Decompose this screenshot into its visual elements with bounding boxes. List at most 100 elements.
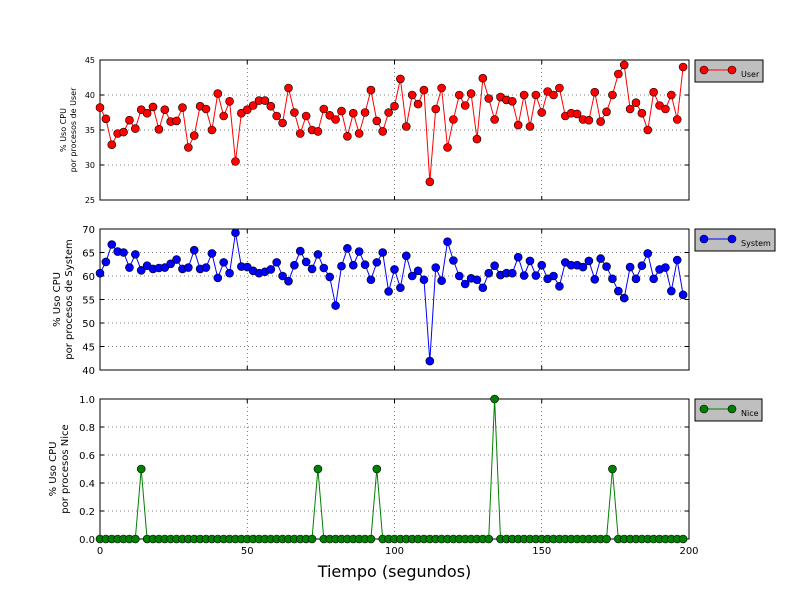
legend-marker: [699, 65, 709, 75]
data-point: [614, 69, 623, 79]
data-point: [678, 534, 688, 544]
data-point: [125, 115, 134, 125]
y-tick-label: 0.4: [79, 479, 95, 490]
y-axis-label: % Uso CPU: [59, 108, 68, 152]
data-point: [160, 105, 170, 114]
data-point: [431, 263, 441, 272]
data-point: [537, 260, 547, 270]
data-point: [131, 124, 140, 133]
data-point: [337, 261, 346, 271]
data-point: [678, 62, 688, 72]
data-point: [578, 262, 588, 272]
data-point: [596, 117, 605, 126]
data-point: [490, 115, 499, 124]
data-point: [460, 279, 470, 289]
data-point: [325, 272, 335, 282]
data-point: [596, 254, 605, 263]
data-point: [325, 111, 335, 120]
y-tick-label: 0.0: [79, 535, 95, 546]
data-point: [372, 258, 382, 267]
legend: System: [694, 228, 776, 252]
data-point: [101, 114, 111, 124]
data-point: [584, 115, 594, 125]
data-point: [295, 246, 305, 256]
data-point: [472, 134, 482, 144]
data-point: [219, 111, 228, 121]
data-point: [213, 273, 223, 283]
subplot-nice: 0.0 0.2 0.4 0.6 0.8 1.0 0 50 100 150 200 Tiempo (se…: [48, 394, 763, 581]
data-point: [319, 104, 329, 114]
data-point: [313, 464, 323, 474]
data-point: [513, 252, 523, 262]
data-point: [348, 260, 358, 270]
data-point: [378, 248, 388, 257]
data-point: [643, 125, 653, 135]
data-point: [184, 143, 193, 152]
data-point: [207, 125, 217, 135]
data-point: [201, 263, 211, 272]
data-point: [372, 464, 382, 474]
data-point: [478, 73, 488, 83]
y-axis-label: % Uso CPU: [52, 272, 63, 327]
y-tick-label: 1.0: [79, 395, 95, 406]
y-tick-label: 30: [85, 161, 95, 170]
data-point: [284, 83, 293, 93]
data-point: [148, 102, 158, 112]
data-point: [401, 122, 411, 131]
data-point: [555, 282, 564, 291]
data-point: [290, 108, 299, 117]
data-point: [472, 275, 482, 285]
data-point: [425, 356, 435, 366]
x-tick-label: 50: [241, 546, 254, 557]
data-point: [667, 90, 676, 100]
data-point: [248, 101, 258, 110]
y-axis-label: por procesos de System: [64, 239, 75, 359]
data-point: [119, 248, 128, 257]
legend-marker: [727, 404, 737, 414]
data-point: [260, 96, 270, 105]
x-tick-label: 200: [679, 546, 698, 557]
data-point: [307, 264, 317, 274]
data-point: [401, 251, 411, 261]
data-point: [602, 534, 611, 544]
data-point: [331, 301, 340, 310]
data-point: [131, 534, 140, 544]
data-point: [354, 247, 364, 256]
data-point: [643, 249, 653, 258]
data-point: [119, 127, 128, 137]
subplot-user: 25 30 35 40 45 % Uso CPU por procesos de User U…: [59, 56, 764, 205]
data-point: [307, 534, 317, 544]
y-tick-label: 60: [82, 272, 95, 283]
data-point: [278, 118, 287, 128]
data-point: [525, 256, 535, 266]
y-tick-label: 70: [82, 225, 95, 236]
data-point: [454, 271, 464, 281]
data-point: [443, 143, 452, 152]
data-point: [184, 263, 193, 272]
data-point: [107, 240, 117, 249]
legend-label: Nice: [741, 409, 759, 418]
data-point: [366, 534, 376, 544]
data-point: [425, 177, 435, 187]
legend-marker: [727, 65, 737, 75]
data-point: [354, 129, 364, 138]
data-point: [396, 74, 405, 84]
legend-label: System: [741, 239, 771, 248]
x-tick-label: 150: [532, 546, 551, 557]
data-point: [272, 111, 282, 121]
data-point: [449, 256, 458, 265]
y-axis-label: % Uso CPU: [48, 442, 59, 497]
y-tick-label: 40: [82, 366, 95, 377]
data-point: [431, 104, 441, 114]
y-tick-label: 40: [85, 91, 95, 100]
legend-label: User: [741, 70, 760, 79]
data-point: [107, 140, 117, 149]
series-line-user: [99, 63, 684, 182]
data-point: [619, 60, 629, 70]
data-point: [95, 103, 105, 112]
legend: User: [694, 59, 764, 83]
data-point: [413, 266, 423, 276]
legend-marker: [699, 234, 709, 244]
data-point: [207, 249, 217, 258]
data-point: [366, 85, 376, 95]
